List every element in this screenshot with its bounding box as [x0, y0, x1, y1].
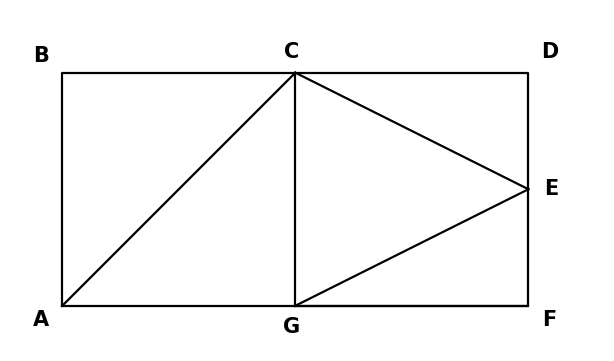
Text: E: E — [545, 179, 559, 199]
Text: F: F — [542, 310, 556, 330]
Text: G: G — [283, 317, 300, 337]
Text: A: A — [33, 310, 49, 330]
Text: D: D — [541, 42, 558, 62]
Text: C: C — [284, 42, 300, 62]
Text: B: B — [33, 46, 49, 66]
